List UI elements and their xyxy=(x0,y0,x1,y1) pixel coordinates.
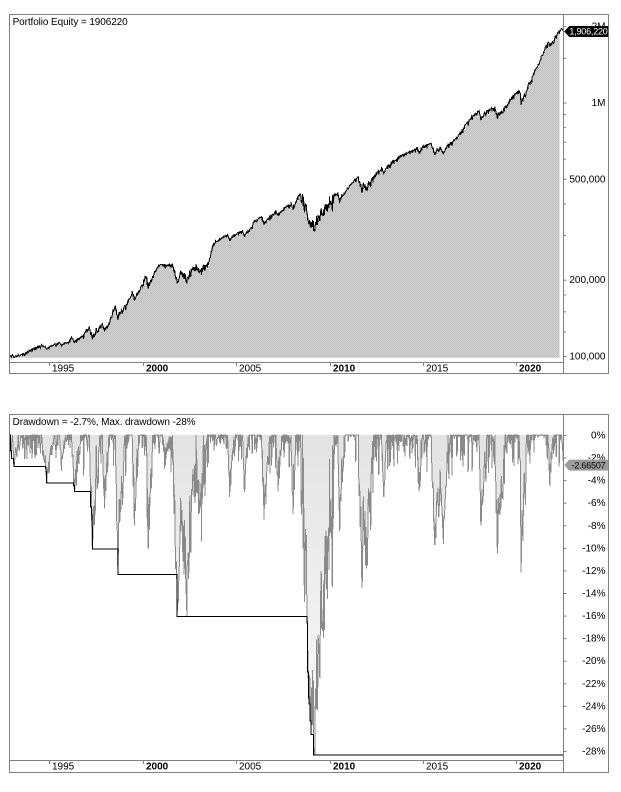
equity-area-fill xyxy=(10,30,560,358)
drawdown-x-tick-label: 2020 xyxy=(519,762,542,773)
drawdown-y-tick-label: -22% xyxy=(582,679,605,690)
equity-y-tick-label: 100,000 xyxy=(569,352,606,363)
equity-panel-border xyxy=(9,14,609,374)
drawdown-y-tick-label: -2% xyxy=(588,453,606,464)
drawdown-y-tick-label: -24% xyxy=(582,701,605,712)
drawdown-y-tick-label: -26% xyxy=(582,724,605,735)
drawdown-y-tick-label: -14% xyxy=(582,588,605,599)
drawdown-y-tick-label: 0% xyxy=(591,431,606,442)
drawdown-y-tick-label: -8% xyxy=(588,521,606,532)
drawdown-panel-border xyxy=(9,414,609,773)
drawdown-panel-title: Drawdown = -2.7%, Max. drawdown -28% xyxy=(12,417,196,428)
drawdown-value-tag-text: -2.66507 xyxy=(572,460,606,470)
drawdown-y-tick-label: -16% xyxy=(582,611,605,622)
equity-y-tick-label: 1M xyxy=(592,98,606,109)
equity-value-tag-text: 1,906,220 xyxy=(569,27,607,37)
drawdown-x-tick-label: 2015 xyxy=(426,762,449,773)
drawdown-y-tick-label: -10% xyxy=(582,543,605,554)
equity-x-tick-label: 2000 xyxy=(146,364,169,375)
equity-x-tick-label: 1995 xyxy=(52,364,75,375)
drawdown-x-tick-label: 2005 xyxy=(239,762,262,773)
drawdown-y-tick-label: -18% xyxy=(582,634,605,645)
drawdown-y-tick-label: -4% xyxy=(588,476,606,487)
drawdown-y-tick-label: -20% xyxy=(582,656,605,667)
equity-x-tick-label: 2010 xyxy=(333,364,356,375)
drawdown-x-tick-label: 2000 xyxy=(146,762,169,773)
equity-value-tag xyxy=(564,26,609,37)
drawdown-y-tick-label: -12% xyxy=(582,566,605,577)
drawdown-y-tick-label: -6% xyxy=(588,498,606,509)
equity-y-tick-label: 500,000 xyxy=(569,174,606,185)
drawdown-line xyxy=(10,433,564,756)
equity-x-tick-label: 2005 xyxy=(239,364,262,375)
drawdown-y-tick-label: -28% xyxy=(582,746,605,757)
equity-panel-title: Portfolio Equity = 1906220 xyxy=(12,17,128,28)
equity-x-tick-label: 2020 xyxy=(519,364,542,375)
drawdown-x-tick-label: 1995 xyxy=(52,762,75,773)
equity-x-tick-label: 2015 xyxy=(426,364,449,375)
drawdown-x-tick-label: 2010 xyxy=(333,762,356,773)
equity-y-tick-label: 200,000 xyxy=(569,275,606,286)
equity-line xyxy=(10,27,564,359)
drawdown-value-tag xyxy=(564,459,609,471)
max-drawdown-step-line xyxy=(10,434,564,756)
